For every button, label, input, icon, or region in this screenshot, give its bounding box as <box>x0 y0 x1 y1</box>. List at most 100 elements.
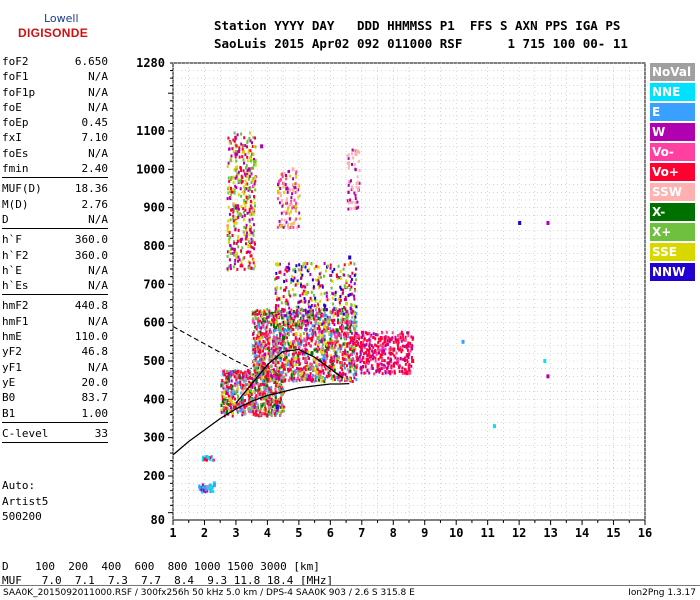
series-point-ssw <box>241 389 245 394</box>
echo-speckle <box>240 205 243 209</box>
param-value: N/A <box>88 100 108 114</box>
echo-speckle <box>376 333 379 337</box>
param-label: fxI <box>2 131 22 145</box>
echo-speckle <box>323 305 326 309</box>
echo-speckle <box>303 337 306 341</box>
echo-speckle <box>282 350 285 354</box>
echo-speckle <box>224 381 227 385</box>
echo-speckle <box>400 350 403 354</box>
echo-speckle <box>224 387 227 391</box>
echo-speckle <box>310 311 313 315</box>
echo-speckle <box>237 215 240 219</box>
echo-speckle <box>236 172 239 176</box>
echo-speckle <box>269 403 272 407</box>
echo-speckle <box>397 341 400 345</box>
echo-speckle <box>319 376 322 380</box>
echo-speckle <box>318 307 321 311</box>
echo-speckle <box>254 388 257 392</box>
echo-speckle <box>281 371 283 375</box>
echo-speckle <box>263 317 266 321</box>
echo-speckle <box>306 315 309 319</box>
echo-speckle <box>363 346 366 350</box>
echo-speckle <box>289 329 292 333</box>
echo-speckle <box>290 358 293 362</box>
echo-speckle <box>325 317 328 321</box>
echo-speckle <box>202 483 205 487</box>
echo-speckle <box>280 409 283 413</box>
echo-speckle <box>264 334 267 338</box>
echo-speckle <box>316 321 319 325</box>
echo-speckle <box>234 169 237 173</box>
echo-speckle <box>355 305 358 309</box>
echo-speckle <box>297 373 300 377</box>
echo-speckle <box>243 213 246 217</box>
echo-speckle <box>274 407 277 411</box>
echo-speckle <box>283 288 285 292</box>
echo-speckle <box>304 285 307 289</box>
echo-speckle <box>235 186 238 190</box>
echo-speckle <box>411 347 413 351</box>
echo-speckle <box>334 290 337 294</box>
echo-speckle <box>368 331 371 335</box>
echo-speckle <box>353 149 356 152</box>
echo-speckle <box>294 323 296 327</box>
echo-speckle <box>406 348 409 352</box>
series-point-vo- <box>329 359 333 363</box>
x-tick-label: 15 <box>606 526 620 540</box>
echo-speckle <box>227 377 229 381</box>
param-label: h`Es <box>2 279 29 293</box>
echo-speckle <box>227 224 230 228</box>
echo-speckle <box>232 219 235 223</box>
digisonde-logo: Lowell DIGISONDE <box>4 4 88 44</box>
echo-speckle <box>255 379 258 383</box>
echo-speckle <box>306 363 309 367</box>
echo-speckle <box>260 366 263 370</box>
echo-speckle <box>292 183 295 187</box>
echo-speckle <box>285 220 288 224</box>
series-point-x- <box>282 336 286 340</box>
echo-speckle <box>281 327 284 331</box>
echo-speckle <box>339 312 342 315</box>
echo-speckle <box>236 177 239 181</box>
echo-speckle <box>252 223 255 227</box>
echo-speckle <box>329 327 332 331</box>
echo-speckle <box>310 367 312 371</box>
echo-speckle <box>280 218 283 222</box>
echo-speckle <box>290 362 293 366</box>
echo-speckle <box>270 385 273 389</box>
echo-speckle <box>293 333 296 336</box>
echo-speckle <box>354 205 357 209</box>
echo-speckle <box>354 278 357 282</box>
echo-speckle <box>269 388 272 391</box>
echo-speckle <box>318 330 321 334</box>
echo-speckle <box>378 351 381 355</box>
echo-speckle <box>342 267 345 271</box>
echo-speckle <box>344 378 347 382</box>
echo-speckle <box>278 325 281 328</box>
echo-speckle <box>268 405 270 409</box>
echo-speckle <box>287 347 290 351</box>
echo-speckle <box>379 343 382 347</box>
legend-item: X- <box>650 203 695 221</box>
echo-speckle <box>331 296 334 300</box>
echo-speckle <box>248 250 251 254</box>
echo-speckle <box>352 324 355 328</box>
echo-speckle <box>307 323 310 327</box>
echo-speckle <box>346 342 349 346</box>
echo-speckle <box>335 350 338 354</box>
echo-speckle <box>272 361 275 364</box>
echo-speckle <box>296 282 299 285</box>
echo-speckle <box>289 363 292 367</box>
echo-speckle <box>259 407 262 411</box>
echo-speckle <box>268 327 271 331</box>
echo-speckle <box>292 349 295 353</box>
echo-speckle <box>286 328 289 332</box>
echo-speckle <box>262 382 264 386</box>
echo-speckle <box>240 398 243 402</box>
legend-item: NNW <box>650 263 695 281</box>
legend-item: W <box>650 123 695 141</box>
echo-speckle <box>398 366 401 370</box>
logo-text-lowell: Lowell <box>44 12 79 25</box>
param-row: hmE 110.0 <box>2 329 108 344</box>
echo-speckle <box>289 294 292 298</box>
